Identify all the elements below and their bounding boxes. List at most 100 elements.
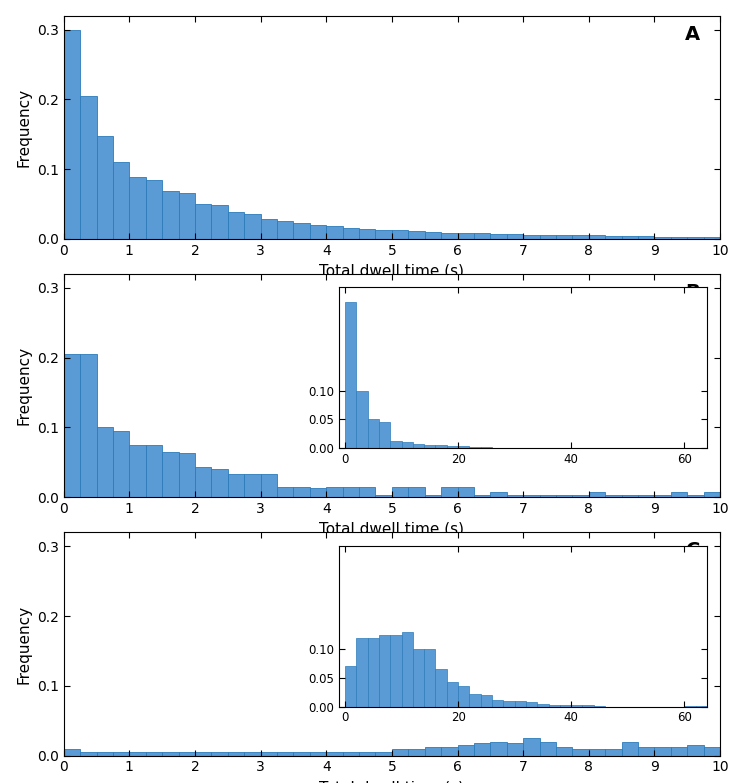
Bar bbox=[589, 749, 605, 756]
Bar bbox=[228, 752, 244, 756]
Bar bbox=[572, 495, 589, 497]
Bar bbox=[490, 493, 507, 497]
Bar bbox=[390, 635, 401, 706]
Bar bbox=[178, 453, 195, 497]
Bar bbox=[113, 431, 129, 497]
Bar bbox=[310, 752, 326, 756]
Bar bbox=[97, 752, 113, 756]
Text: B: B bbox=[686, 283, 700, 302]
Bar bbox=[539, 235, 556, 239]
Bar bbox=[326, 752, 343, 756]
Bar bbox=[470, 694, 481, 706]
Bar bbox=[687, 745, 703, 756]
Bar bbox=[359, 752, 376, 756]
Bar bbox=[293, 487, 310, 497]
Bar bbox=[326, 226, 343, 239]
Bar bbox=[424, 446, 436, 448]
Bar bbox=[556, 495, 572, 497]
Bar bbox=[64, 354, 80, 497]
Bar bbox=[526, 702, 537, 706]
Y-axis label: Frequency: Frequency bbox=[16, 604, 32, 684]
Bar bbox=[310, 225, 326, 239]
Bar bbox=[670, 493, 687, 497]
Bar bbox=[146, 752, 162, 756]
Bar bbox=[80, 96, 97, 239]
Bar bbox=[654, 746, 670, 756]
Bar bbox=[211, 752, 228, 756]
Bar bbox=[390, 441, 401, 448]
Bar bbox=[447, 683, 458, 706]
Bar bbox=[97, 428, 113, 497]
Bar bbox=[654, 236, 670, 239]
Bar bbox=[392, 487, 408, 497]
Bar bbox=[441, 487, 458, 497]
Bar bbox=[113, 752, 129, 756]
Bar bbox=[359, 229, 376, 239]
Bar bbox=[413, 649, 424, 706]
Bar bbox=[277, 221, 293, 239]
Bar bbox=[481, 695, 492, 706]
Bar bbox=[80, 354, 97, 497]
Bar bbox=[413, 444, 424, 448]
Bar bbox=[293, 223, 310, 239]
Bar bbox=[654, 495, 670, 497]
Bar bbox=[359, 487, 376, 497]
Bar bbox=[376, 752, 392, 756]
Bar bbox=[195, 467, 211, 497]
Bar bbox=[514, 701, 526, 706]
Bar bbox=[441, 746, 458, 756]
Bar bbox=[343, 228, 359, 239]
Bar bbox=[379, 422, 390, 448]
Bar bbox=[474, 495, 490, 497]
Y-axis label: Frequency: Frequency bbox=[16, 346, 32, 425]
Bar bbox=[622, 236, 638, 239]
Bar bbox=[524, 495, 539, 497]
Bar bbox=[343, 752, 359, 756]
Bar bbox=[458, 745, 474, 756]
X-axis label: Total dwell time (s): Total dwell time (s) bbox=[320, 780, 464, 783]
Bar bbox=[583, 705, 594, 706]
Bar bbox=[310, 488, 326, 497]
Bar bbox=[507, 743, 524, 756]
Bar bbox=[605, 495, 622, 497]
Bar bbox=[481, 447, 492, 448]
Y-axis label: Frequency: Frequency bbox=[16, 88, 32, 167]
Bar bbox=[129, 178, 146, 239]
Bar bbox=[490, 742, 507, 756]
Bar bbox=[458, 487, 474, 497]
Bar bbox=[244, 474, 261, 497]
Bar bbox=[572, 705, 583, 706]
Bar bbox=[605, 749, 622, 756]
Bar bbox=[704, 493, 720, 497]
Bar bbox=[178, 193, 195, 239]
Bar bbox=[368, 637, 379, 706]
Bar bbox=[424, 649, 436, 706]
Bar bbox=[392, 749, 408, 756]
Bar bbox=[572, 236, 589, 239]
Bar bbox=[560, 705, 572, 706]
Bar bbox=[704, 237, 720, 239]
Bar bbox=[670, 236, 687, 239]
Text: C: C bbox=[686, 541, 700, 561]
Bar bbox=[537, 704, 548, 706]
Bar bbox=[687, 495, 703, 497]
Bar bbox=[408, 749, 424, 756]
Bar bbox=[64, 749, 80, 756]
Bar bbox=[436, 446, 447, 448]
Bar bbox=[146, 445, 162, 497]
Bar bbox=[638, 236, 654, 239]
Bar bbox=[376, 495, 392, 497]
Bar bbox=[211, 469, 228, 497]
Bar bbox=[244, 214, 261, 239]
Bar bbox=[622, 495, 638, 497]
Bar bbox=[589, 493, 605, 497]
Bar bbox=[704, 746, 720, 756]
X-axis label: Total dwell time (s): Total dwell time (s) bbox=[320, 263, 464, 278]
Bar bbox=[211, 205, 228, 239]
Bar bbox=[401, 632, 412, 706]
Bar bbox=[368, 420, 379, 448]
Bar bbox=[524, 738, 539, 756]
Bar bbox=[97, 135, 113, 239]
Bar bbox=[424, 232, 441, 239]
Bar bbox=[244, 752, 261, 756]
